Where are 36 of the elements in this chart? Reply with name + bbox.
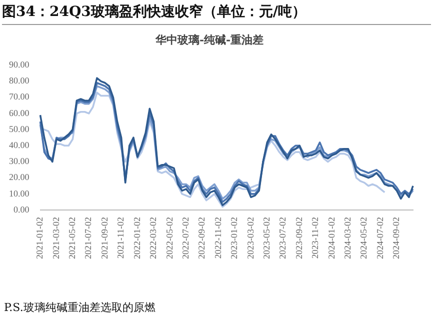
x-tick-label: 2023-11-02 xyxy=(310,217,320,259)
x-tick-label: 2024-09-02 xyxy=(391,217,402,260)
y-tick-label: 20.00 xyxy=(9,172,30,182)
x-tick-label: 2023-09-02 xyxy=(294,217,304,260)
chart-title: 图34：24Q3玻璃盈利快速收窄（单位：元/吨） xyxy=(2,3,431,25)
x-tick-label: 2021-11-02 xyxy=(116,217,126,259)
y-tick-label: 90.00 xyxy=(9,60,30,70)
x-tick-label: 2024-03-02 xyxy=(342,217,353,260)
x-tick-label: 2022-09-02 xyxy=(196,217,207,260)
x-tick-label: 2024-05-02 xyxy=(358,217,369,260)
x-tick-label: 2022-11-02 xyxy=(212,217,223,259)
y-tick-label: 50.00 xyxy=(9,124,30,134)
x-tick-label: 2023-05-02 xyxy=(262,217,272,260)
x-tick-label: 2022-03-02 xyxy=(148,217,158,260)
x-tick-label: 2023-07-02 xyxy=(278,217,288,260)
x-tick-label: 2021-01-02 xyxy=(34,217,45,260)
y-tick-label: 60.00 xyxy=(9,108,30,118)
y-tick-label: 70.00 xyxy=(9,92,30,102)
x-tick-label: 2023-03-02 xyxy=(245,217,256,260)
x-tick-label: 2021-03-02 xyxy=(50,217,61,260)
x-tick-label: 2022-07-02 xyxy=(180,217,190,260)
text: P.S.玻璃纯碱重油差选取的原燃 xyxy=(4,300,156,315)
y-tick-label: 80.00 xyxy=(9,76,30,86)
x-tick-label: 2021-09-02 xyxy=(99,217,110,260)
x-tick-label: 2022-01-02 xyxy=(132,217,142,260)
chart-subtitle: 华中玻璃-纯碱-重油差 xyxy=(154,33,264,46)
y-tick-label: 30.00 xyxy=(9,156,30,166)
x-tick-label: 2021-05-02 xyxy=(67,217,78,260)
y-tick-label: 10.00 xyxy=(9,188,30,198)
y-tick-label: 40.00 xyxy=(9,140,30,150)
x-tick-label: 2022-05-02 xyxy=(164,217,174,260)
x-tick-label: 2021-07-02 xyxy=(83,217,94,260)
x-tick-label: 2024-07-02 xyxy=(374,217,385,260)
x-tick-label: 2023-01-02 xyxy=(229,217,240,260)
x-tick-label: 2024-01-02 xyxy=(326,217,336,260)
y-tick-label: 0.00 xyxy=(14,204,30,214)
